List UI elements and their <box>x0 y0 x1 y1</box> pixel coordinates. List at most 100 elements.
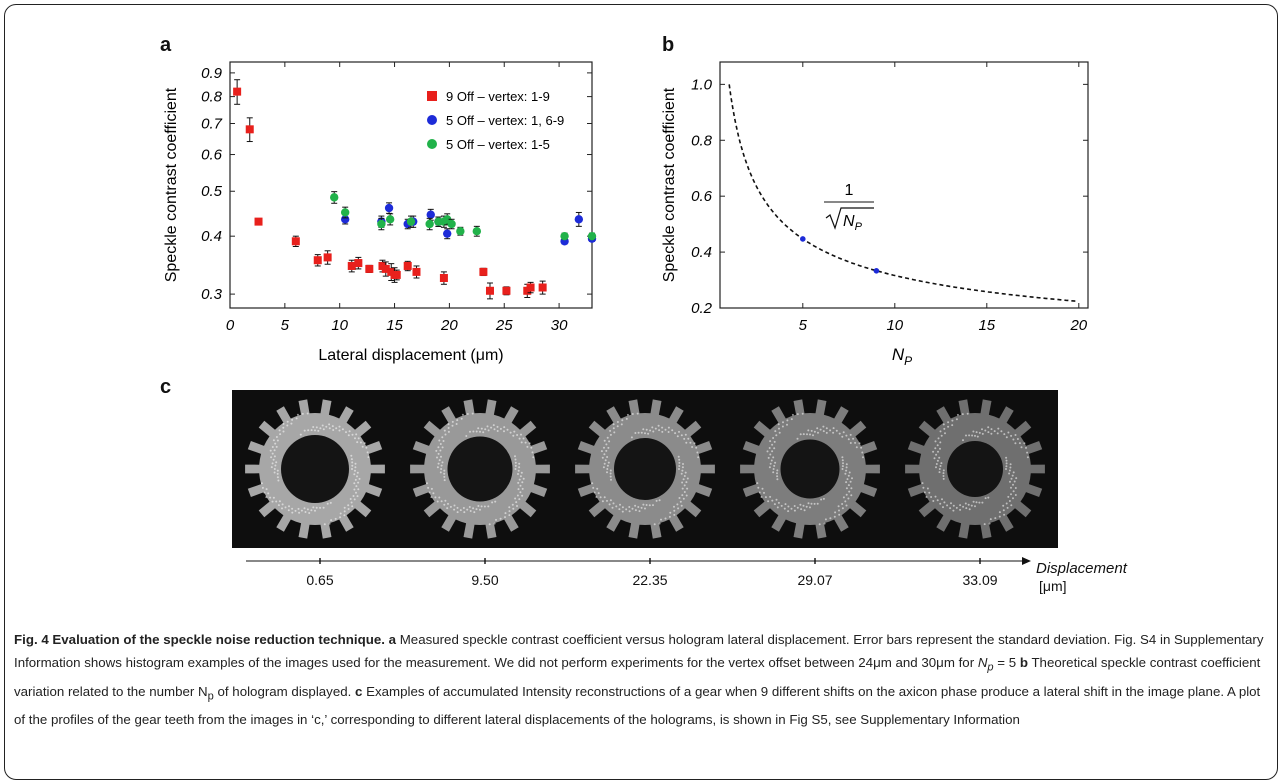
speckle <box>327 423 330 426</box>
data-point <box>479 267 488 276</box>
speckle <box>1027 456 1030 459</box>
speckle <box>318 506 321 509</box>
speckle <box>281 503 284 506</box>
speckle <box>1009 480 1012 483</box>
caption-c-label: c <box>355 683 363 699</box>
speckle <box>447 427 450 429</box>
speckle <box>682 463 684 465</box>
speckle <box>480 505 483 508</box>
speckle <box>344 431 347 434</box>
speckle <box>971 434 974 437</box>
speckle <box>306 429 309 432</box>
speckle <box>837 505 840 508</box>
speckle <box>520 471 523 474</box>
speckle <box>439 449 442 452</box>
y-tick-label: 0.6 <box>691 188 713 205</box>
speckle <box>772 468 775 470</box>
speckle <box>354 491 357 494</box>
caption-b-text2: of hologram displayed. <box>213 683 356 699</box>
speckle <box>1023 442 1026 445</box>
speckle <box>679 500 682 503</box>
speckle <box>678 461 681 464</box>
x-tick-label: 15 <box>978 317 995 334</box>
speckle <box>502 426 505 429</box>
speckle <box>761 487 764 490</box>
speckle <box>311 426 314 428</box>
speckle <box>313 509 316 512</box>
speckle <box>471 507 474 510</box>
speckle <box>1005 459 1008 462</box>
speckle <box>354 433 357 436</box>
speckle <box>521 487 524 490</box>
data-point <box>412 267 421 276</box>
speckle <box>944 432 947 435</box>
speckle <box>610 478 612 481</box>
speckle <box>922 486 925 489</box>
speckle <box>974 505 977 508</box>
speckle <box>513 455 516 458</box>
speckle <box>297 511 300 514</box>
speckle <box>845 481 848 484</box>
speckle <box>683 475 686 477</box>
speckle <box>851 477 854 480</box>
speckle <box>625 417 628 420</box>
speckle <box>806 433 809 436</box>
speckle <box>652 430 655 433</box>
chart-b-ylabel: Speckle contrast coefficient <box>661 87 678 282</box>
speckle <box>496 425 499 428</box>
speckle <box>508 506 511 509</box>
data-point <box>330 193 339 202</box>
speckle <box>343 506 346 509</box>
speckle <box>681 469 684 472</box>
annotation-radicand: NP <box>843 213 863 233</box>
speckle <box>273 442 276 445</box>
speckle <box>774 503 777 506</box>
speckle <box>778 501 781 504</box>
speckle <box>676 435 679 438</box>
speckle <box>278 429 281 432</box>
speckle <box>680 434 683 437</box>
speckle <box>364 446 367 449</box>
speckle <box>609 469 612 472</box>
data-point <box>233 87 242 96</box>
speckle <box>683 484 686 487</box>
speckle <box>829 429 832 432</box>
speckle <box>268 496 271 499</box>
speckle <box>658 429 661 432</box>
speckle <box>812 434 815 437</box>
speckle <box>1012 497 1015 500</box>
speckle <box>468 506 471 508</box>
speckle <box>519 484 522 487</box>
speckle <box>938 471 941 474</box>
chart-a-plot-area <box>229 61 593 309</box>
panel-label-a: a <box>160 34 172 56</box>
speckle <box>685 481 688 484</box>
speckle <box>1014 442 1017 445</box>
speckle <box>928 491 931 494</box>
speckle <box>813 502 816 505</box>
speckle <box>532 456 535 459</box>
speckle <box>935 453 938 456</box>
speckle <box>281 426 284 429</box>
speckle <box>508 514 511 517</box>
speckle <box>517 488 520 491</box>
speckle <box>473 511 476 514</box>
speckle <box>591 482 594 485</box>
speckle <box>681 487 684 490</box>
speckle <box>842 431 845 434</box>
speckle <box>352 495 355 497</box>
speckle <box>517 466 520 469</box>
speckle <box>1006 436 1009 439</box>
speckle <box>616 421 619 423</box>
speckle <box>322 506 325 509</box>
data-point <box>502 286 511 295</box>
speckle <box>647 432 650 435</box>
speckle <box>686 487 689 490</box>
speckle <box>606 456 609 458</box>
speckle <box>443 429 446 432</box>
speckle <box>681 481 684 484</box>
speckle <box>687 437 690 440</box>
speckle <box>658 522 661 525</box>
speckle <box>823 522 826 525</box>
speckle <box>987 431 990 434</box>
